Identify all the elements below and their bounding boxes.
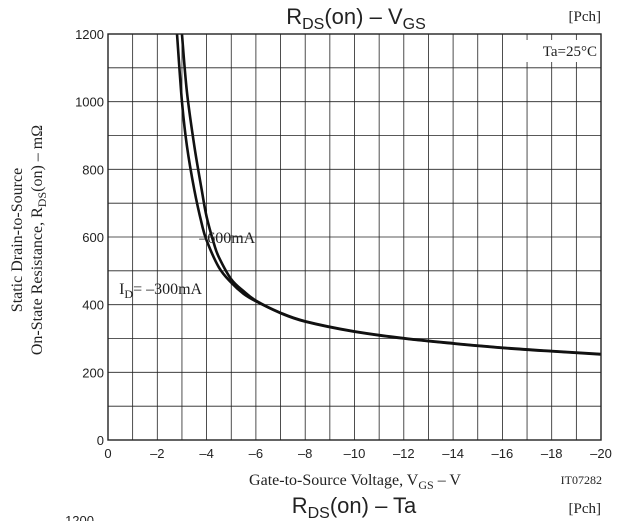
x-tick-label: –6 <box>249 446 263 461</box>
x-tick-label: –12 <box>393 446 415 461</box>
x-tick-label: –8 <box>298 446 312 461</box>
y-axis-label-line2: On-State Resistance, RDS(on) – mΩ <box>29 125 49 355</box>
x-tick-label: –4 <box>199 446 213 461</box>
x-tick-label: –2 <box>150 446 164 461</box>
series-label-600ma: –600mA <box>198 230 255 247</box>
y-tick-label: 0 <box>97 433 104 448</box>
next-chart-ytick: 1200 <box>65 513 94 521</box>
curves <box>175 33 602 356</box>
series-label-300ma: ID= –300mA <box>119 281 202 301</box>
x-tick-label: –10 <box>344 446 366 461</box>
x-tick-labels: 0 –2 –4 –6 –8 –10 –12 –14 –16 –18 –20 <box>104 446 611 461</box>
category-tag: [Pch] <box>569 9 602 25</box>
y-tick-label: 1000 <box>75 95 104 110</box>
grid <box>108 34 601 440</box>
condition-box <box>521 40 597 62</box>
y-tick-labels: 0 200 400 600 800 1000 1200 <box>75 27 104 448</box>
x-axis-label: Gate-to-Source Voltage, VGS – V <box>249 472 461 492</box>
x-tick-label: –20 <box>590 446 612 461</box>
y-tick-label: 400 <box>82 298 104 313</box>
series-line-0 <box>175 33 602 356</box>
y-tick-label: 200 <box>82 365 104 380</box>
next-chart-title: RDS(on) – Ta <box>292 493 417 521</box>
y-axis-label-line1: Static Drain-to-Source <box>9 168 26 312</box>
x-tick-label: –18 <box>541 446 563 461</box>
x-tick-label: –14 <box>442 446 464 461</box>
chart-title: RDS(on) – VGS <box>286 4 426 33</box>
x-tick-label: 0 <box>104 446 111 461</box>
plot-frame <box>107 33 602 441</box>
x-tick-label: –16 <box>492 446 514 461</box>
y-tick-label: 600 <box>82 230 104 245</box>
series-line-1 <box>180 33 602 356</box>
next-chart-tag: [Pch] <box>569 501 602 517</box>
y-tick-label: 1200 <box>75 27 104 42</box>
y-tick-label: 800 <box>82 162 104 177</box>
figure-id: IT07282 <box>561 473 602 487</box>
condition-label: Ta=25°C <box>543 44 597 60</box>
